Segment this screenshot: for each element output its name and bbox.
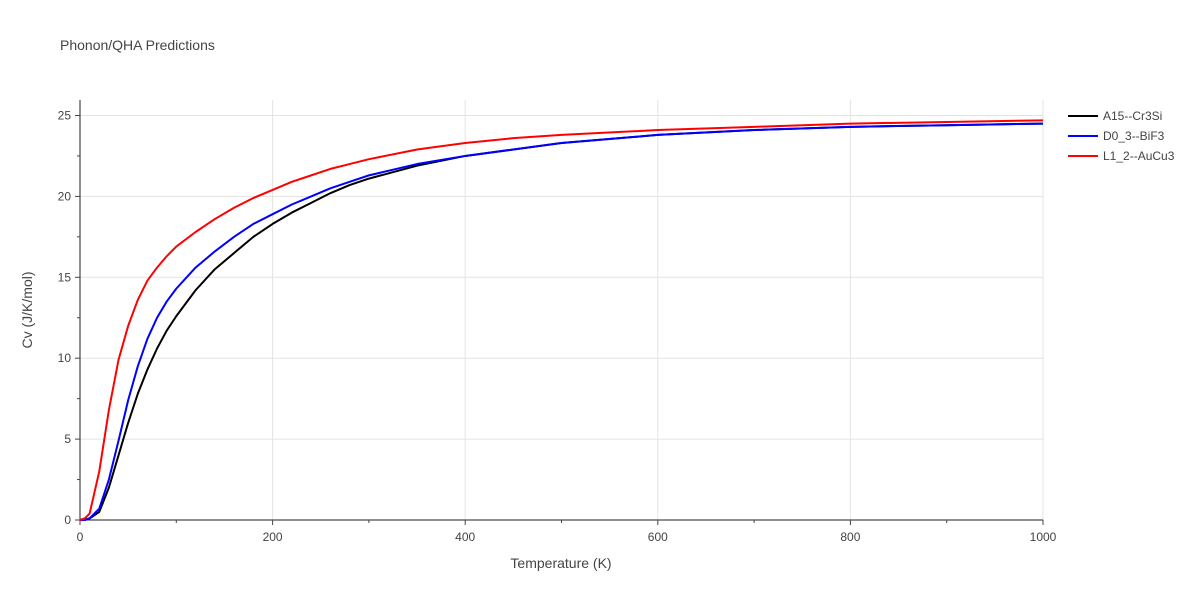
x-tick-label: 800: [840, 530, 860, 544]
y-axis-label: Cv (J/K/mol): [19, 272, 35, 349]
axis-layer: 0 200 400 600 800 1000 0 5 10 15 20 25: [58, 100, 1057, 544]
legend: A15--Cr3Si D0_3--BiF3 L1_2--AuCu3: [1068, 109, 1175, 163]
x-tick-label: 0: [77, 530, 84, 544]
y-tick-label: 15: [58, 270, 72, 284]
series-line-2: [79, 119, 1044, 521]
chart-title: Phonon/QHA Predictions: [60, 37, 215, 53]
series-layer: [79, 119, 1044, 521]
x-tick-label: 400: [455, 530, 475, 544]
x-tick-label: 1000: [1030, 530, 1057, 544]
y-tick-label: 5: [64, 432, 71, 446]
y-tick-label: 25: [58, 109, 72, 123]
legend-label-2: L1_2--AuCu3: [1103, 149, 1175, 163]
x-tick-label: 600: [648, 530, 668, 544]
y-tick-label: 20: [58, 189, 72, 203]
legend-label-1: D0_3--BiF3: [1103, 129, 1165, 143]
y-tick-label: 10: [58, 351, 72, 365]
legend-label-0: A15--Cr3Si: [1103, 109, 1162, 123]
x-tick-label: 200: [263, 530, 283, 544]
grid-layer: [80, 100, 1044, 520]
y-tick-label: 0: [64, 513, 71, 527]
series-line-1: [80, 122, 1044, 521]
x-axis-label: Temperature (K): [510, 555, 611, 571]
